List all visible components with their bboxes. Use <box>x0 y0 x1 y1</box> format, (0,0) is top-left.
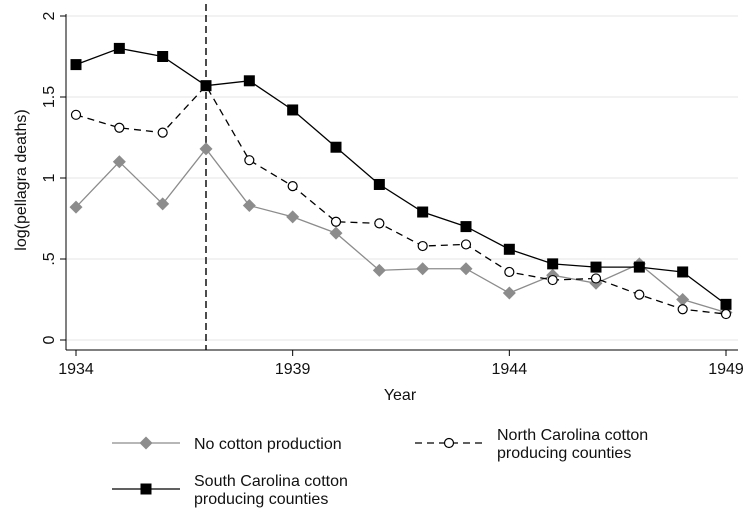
series-0 <box>69 142 733 319</box>
diamond-marker <box>286 210 300 224</box>
square-marker <box>157 51 169 62</box>
legend-item: No cotton production <box>112 436 342 453</box>
diamond-marker <box>502 286 516 300</box>
legend-label: South Carolina cotton <box>194 473 348 490</box>
x-tick-label: 1939 <box>275 361 311 378</box>
circle-marker <box>443 437 455 449</box>
series-2 <box>70 42 732 310</box>
square-marker <box>243 75 255 87</box>
axes: 0 .5 1 1.5 2 1934 1939 1944 1949 <box>41 11 744 378</box>
circle-marker <box>374 218 385 229</box>
circle-marker <box>547 274 558 286</box>
square-marker <box>200 80 212 92</box>
x-tick-label: 1934 <box>58 361 94 378</box>
circle-marker <box>677 304 688 315</box>
circle-marker <box>244 155 255 166</box>
series-line <box>75 84 727 315</box>
diamond-marker <box>676 293 690 306</box>
diamond-marker <box>139 436 153 450</box>
y-tick-label: 1 <box>41 173 58 182</box>
y-axis-title: log(pellagra deaths) <box>13 109 30 250</box>
circle-marker <box>330 216 342 227</box>
diamond-marker <box>416 262 430 276</box>
circle-marker <box>157 127 168 138</box>
legend-label: No cotton production <box>194 436 342 453</box>
circle-marker <box>114 122 125 133</box>
square-marker <box>287 104 299 116</box>
circle-marker <box>720 308 732 320</box>
legend-label: producing counties <box>497 445 631 462</box>
circle-marker <box>70 109 82 120</box>
y-tick-label: 0 <box>41 335 58 344</box>
legend-label: producing counties <box>194 491 328 508</box>
diamond-marker <box>242 199 256 213</box>
square-marker <box>503 243 515 255</box>
x-tick-label: 1949 <box>708 361 744 378</box>
square-marker <box>547 258 559 270</box>
square-marker <box>373 178 385 190</box>
circle-marker <box>590 273 602 284</box>
series-group <box>69 42 733 320</box>
square-marker <box>417 206 429 218</box>
square-marker <box>70 59 82 71</box>
legend-label: North Carolina cotton <box>497 427 648 444</box>
square-marker <box>720 298 732 310</box>
series-line <box>75 47 727 305</box>
diamond-marker <box>69 200 83 214</box>
square-marker <box>113 42 125 54</box>
y-tick-label: 2 <box>41 11 58 20</box>
diamond-marker <box>329 226 343 240</box>
circle-marker <box>634 289 645 300</box>
series-line <box>75 147 727 314</box>
square-marker <box>140 483 152 495</box>
circle-marker <box>460 239 472 250</box>
grid-lines <box>66 15 738 341</box>
y-tick-label: 1.5 <box>41 86 58 108</box>
square-marker <box>677 266 689 278</box>
square-marker <box>330 141 342 153</box>
x-tick-label: 1944 <box>492 361 528 378</box>
circle-marker <box>287 181 298 192</box>
x-axis-title: Year <box>384 387 417 404</box>
circle-marker <box>504 266 515 278</box>
square-marker <box>460 221 472 233</box>
diamond-marker <box>112 155 126 169</box>
legend: No cotton production North Carolina cotto… <box>112 427 648 508</box>
diamond-marker <box>199 142 213 156</box>
y-tick-label: .5 <box>41 252 58 265</box>
series-1 <box>70 80 732 320</box>
diamond-marker <box>156 197 170 211</box>
diamond-marker <box>372 263 386 277</box>
square-marker <box>590 261 602 273</box>
square-marker <box>633 261 645 273</box>
circle-marker <box>417 240 428 252</box>
diamond-marker <box>459 262 473 276</box>
